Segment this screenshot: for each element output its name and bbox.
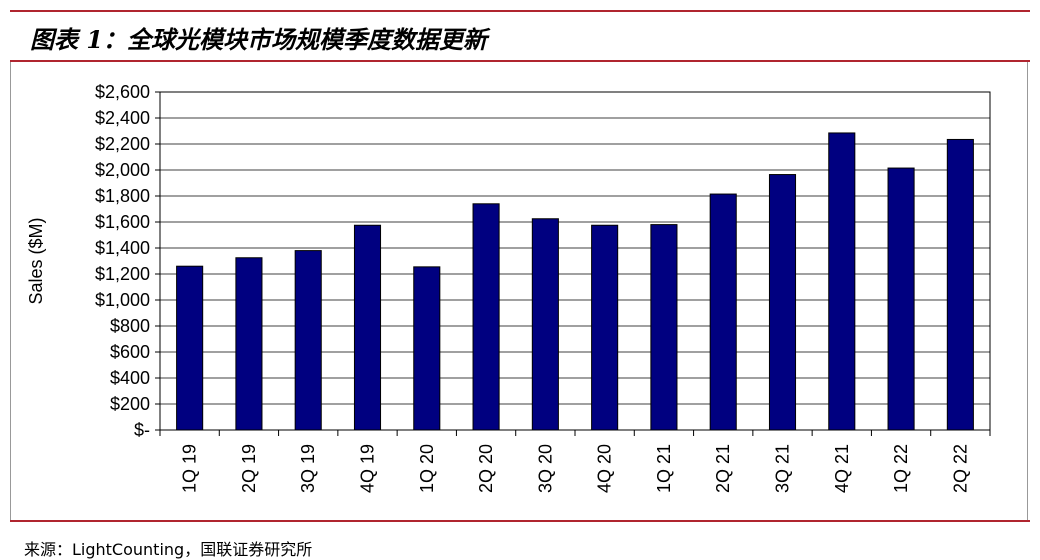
x-tick-label: 3Q 20 [535,444,555,493]
x-tick-label: 4Q 20 [595,444,615,493]
y-tick-label: $1,000 [95,290,150,310]
figure-title: 图表 1：全球光模块市场规模季度数据更新 [30,25,488,54]
y-tick-label: $400 [110,368,150,388]
bar [235,257,263,431]
chart-frame [10,62,1028,522]
top-rule [10,10,1030,12]
x-tick-label: 3Q 21 [773,444,793,493]
y-tick-label: $1,200 [95,264,150,284]
y-tick-label: $1,800 [95,186,150,206]
bar [472,203,500,431]
x-tick-label: 4Q 21 [832,444,852,493]
bar [294,250,322,431]
source-note: 来源：LightCounting，国联证券研究所 [24,540,313,559]
bar [828,132,856,431]
bar [413,266,441,431]
y-tick-label: $600 [110,342,150,362]
bar [887,167,915,431]
x-tick-label: 2Q 19 [239,444,259,493]
x-tick-label: 4Q 19 [358,444,378,493]
bottom-rule [10,520,1030,522]
x-tick-label: 1Q 21 [654,444,674,493]
y-tick-label: $1,600 [95,212,150,232]
bar [353,224,382,431]
y-tick-label: $- [134,420,150,440]
x-tick-label: 1Q 22 [891,444,911,493]
plot-area [159,91,991,431]
y-tick-label: $2,400 [95,108,150,128]
y-tick-label: $2,000 [95,160,150,180]
y-axis-title: Sales ($M) [26,217,46,304]
bar [531,218,559,431]
y-tick-label: $2,200 [95,134,150,154]
y-tick-label: $800 [110,316,150,336]
y-tick-label: $2,600 [95,82,150,102]
y-tick-label: $1,400 [95,238,150,258]
x-tick-label: 1Q 19 [180,444,200,493]
bar [650,224,678,431]
x-tick-label: 2Q 22 [950,444,970,493]
x-tick-label: 2Q 21 [713,444,733,493]
bar [591,224,619,431]
bar [176,265,204,431]
bar [768,174,797,431]
bar [709,193,737,431]
title-rule [10,60,1030,62]
x-tick-label: 3Q 19 [298,444,318,493]
x-tick-label: 2Q 20 [476,444,496,493]
y-tick-label: $200 [110,394,150,414]
x-tick-label: 1Q 20 [417,444,437,493]
bar [946,138,974,431]
